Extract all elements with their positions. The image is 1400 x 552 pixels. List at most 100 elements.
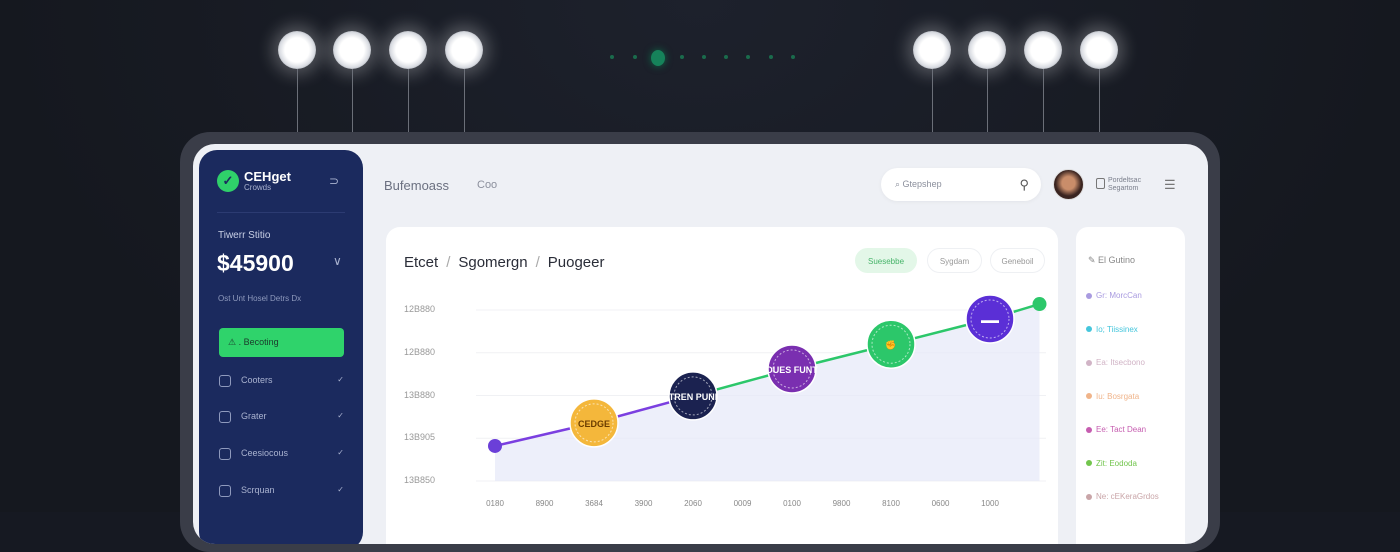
- sidebar-item-active[interactable]: ⚠ . Becoting: [219, 328, 344, 357]
- balance-sub: Ost Unt Hosel Detrs Dx: [218, 294, 302, 303]
- y-tick-label: 13B850: [404, 475, 436, 485]
- legend-label: Ne: cEKeraGrdos: [1096, 492, 1159, 501]
- search-placeholder: Gtepshep: [902, 179, 942, 189]
- page-subtitle[interactable]: Coo: [477, 179, 498, 191]
- legend-label: Iu: Bosrgata: [1096, 391, 1140, 401]
- light-wire: [1043, 69, 1044, 133]
- indicator-dot: [746, 55, 750, 59]
- legend-item[interactable]: Gr: MorcCan: [1086, 291, 1142, 300]
- light-wire: [987, 69, 988, 133]
- x-tick-label: 8100: [882, 499, 900, 508]
- collapse-icon[interactable]: ⊃: [329, 174, 340, 188]
- badge-label: DUES FUNT: [766, 365, 818, 375]
- chevron-down-icon[interactable]: ∨: [333, 254, 342, 268]
- line-chart: CEDGE TREN PUNI DUES FUNT ✊ ▬▬: [476, 294, 1047, 482]
- x-tick-label: 0009: [733, 499, 752, 508]
- legend-item[interactable]: Ne: cEKeraGrdos: [1086, 492, 1159, 501]
- indicator-dot: [769, 55, 773, 59]
- x-tick-label: 3900: [634, 499, 653, 508]
- divider: [217, 212, 345, 213]
- x-tick-label: 1000: [981, 499, 999, 508]
- search-icon[interactable]: ⚲: [1019, 177, 1029, 192]
- balance-label: Tiwerr Stitio: [218, 230, 271, 241]
- legend-item[interactable]: Ea: Itsecbono: [1086, 358, 1145, 367]
- menu-icon[interactable]: ☰: [1164, 177, 1176, 192]
- light-bulb: [968, 31, 1006, 69]
- search-small-icon: ⌕: [895, 179, 903, 189]
- indicator-dot: [724, 55, 728, 59]
- x-tick-label: 0600: [931, 499, 950, 508]
- sidebar-item-1[interactable]: Grater ✓: [219, 408, 344, 424]
- badge-ring: [772, 349, 812, 389]
- light-bulb: [278, 31, 316, 69]
- badge-ring: [970, 299, 1010, 339]
- chart-card: Etcet / Sgomergn / Puogeer Suesebbe Sygdam G…: [386, 227, 1058, 544]
- breadcrumb: Etcet / Sgomergn / Puogeer: [404, 254, 605, 271]
- y-tick-label: 12B880: [404, 346, 436, 357]
- user-info[interactable]: Pordeltsac Segartom: [1096, 177, 1141, 193]
- light-bulb: [389, 31, 427, 69]
- legend-label: Gr: MorcCan: [1096, 291, 1142, 300]
- data-point-badge: [866, 319, 916, 369]
- data-point: [488, 438, 502, 453]
- indicator-dot-active: [651, 50, 665, 66]
- x-tick-label: 2060: [684, 499, 702, 508]
- item-icon: [219, 484, 231, 497]
- sidebar-item-2[interactable]: Ceesiocous ✓: [219, 445, 344, 461]
- x-tick-label: 9800: [832, 499, 851, 508]
- legend-item[interactable]: Iu: Bosrgata: [1086, 392, 1139, 401]
- light-wire: [352, 69, 353, 133]
- x-tick-label: 0180: [486, 499, 504, 508]
- badge-ring: [871, 324, 911, 364]
- legend-dot: [1086, 393, 1092, 400]
- edit-icon: ✎: [1088, 255, 1099, 265]
- brand: CEНget Crowds: [244, 169, 291, 193]
- sidebar-item-0[interactable]: Cooters ✓: [219, 372, 344, 388]
- brand-sub: Crowds: [244, 183, 272, 192]
- legend-item[interactable]: Ee: Tact Dean: [1086, 425, 1146, 434]
- sidebar-item-3[interactable]: Scrquan ✓: [219, 482, 344, 498]
- legend-item[interactable]: Zit: Eododa: [1086, 459, 1137, 468]
- area-fill: [495, 304, 1040, 481]
- data-point-badge: [767, 344, 817, 394]
- legend-title: ✎ El Gutino: [1088, 255, 1135, 266]
- indicator-dot: [610, 55, 614, 59]
- data-point-badge: [965, 294, 1015, 344]
- breadcrumb-item[interactable]: Etcet: [404, 254, 439, 271]
- light-bulb: [445, 31, 483, 69]
- sidebar-item-label: Cooters: [241, 375, 273, 385]
- avatar[interactable]: [1053, 169, 1084, 200]
- user-name: Pordeltsac: [1108, 177, 1142, 184]
- sidebar-item-label: Grater: [241, 411, 267, 421]
- user-icon: ⚠ .: [228, 337, 244, 347]
- filter-pill[interactable]: Geneboil: [990, 248, 1045, 273]
- x-tick-label: 0100: [783, 499, 801, 508]
- badge-label: CEDGE: [578, 419, 610, 429]
- item-icon: [219, 410, 231, 423]
- legend-dot: [1086, 359, 1092, 366]
- data-point-badge: [668, 371, 718, 421]
- breadcrumb-item[interactable]: Sgomergn: [458, 254, 528, 271]
- light-wire: [464, 69, 465, 133]
- breadcrumb-item: Puogeer: [547, 254, 605, 271]
- legend-label: Ea: Itsecbono: [1096, 358, 1145, 367]
- legend-label: Ee: Tact Dean: [1096, 425, 1147, 434]
- legend-item[interactable]: Io; Tiissinex: [1086, 325, 1138, 334]
- x-tick-label: 3684: [585, 499, 603, 508]
- light-bulb: [913, 31, 951, 69]
- page-title: Bufemoass: [384, 178, 450, 193]
- balance-value: $45900: [217, 250, 294, 276]
- light-bulb: [1024, 31, 1062, 69]
- item-icon: [219, 447, 231, 460]
- sidebar-item-label: Becoting: [243, 337, 279, 347]
- light-wire: [932, 69, 933, 133]
- data-point: [1032, 297, 1047, 312]
- check-icon: ✓: [337, 485, 344, 494]
- filter-pill[interactable]: Sygdam: [927, 248, 982, 273]
- y-tick-label: 12B880: [404, 304, 436, 314]
- legend-dot: [1086, 326, 1092, 333]
- brand-name: CEНget: [244, 169, 291, 184]
- filter-pill[interactable]: Suesebbe: [855, 248, 917, 273]
- legend-dot: [1086, 426, 1092, 433]
- search-input[interactable]: ⌕ Gtepshep ⚲: [881, 168, 1041, 201]
